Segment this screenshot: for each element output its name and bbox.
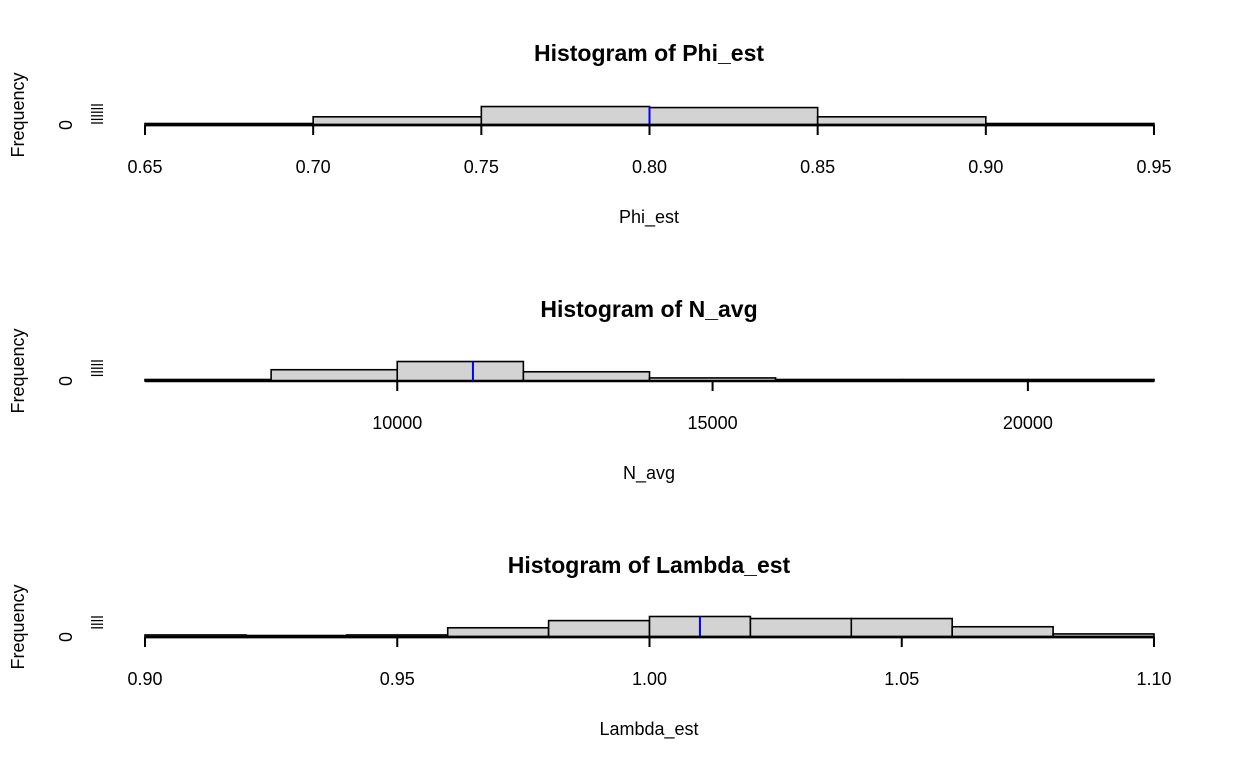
chart-title: Histogram of Lambda_est: [508, 552, 791, 578]
chart-title: Histogram of N_avg: [540, 296, 757, 322]
chart-title: Histogram of Phi_est: [534, 40, 764, 66]
x-tick-label: 10000: [372, 413, 422, 433]
histogram-panel-3: Histogram of Lambda_est Frequency 0 0.90 0.9…: [8, 552, 1172, 740]
x-tick-label: 1.05: [884, 669, 919, 689]
x-tick-label: 20000: [1003, 413, 1053, 433]
x-tick-label: 0.95: [1136, 157, 1171, 177]
histogram-bar: [480, 105, 651, 126]
histogram-bar: [396, 360, 525, 382]
x-tick-label: 1.10: [1136, 669, 1171, 689]
histogram-bar: [749, 617, 853, 638]
y-tick-label: 0: [56, 376, 76, 386]
x-tick-label: 0.90: [968, 157, 1003, 177]
y-axis-label: Frequency: [8, 584, 28, 669]
x-tick-label: 0.85: [800, 157, 835, 177]
x-tick-label: 0.70: [296, 157, 331, 177]
x-tick-label: 0.90: [127, 669, 162, 689]
histogram-panel-2: Histogram of N_avg Frequency 0 10000 15000 20…: [8, 296, 1155, 484]
histogram-bar: [446, 626, 550, 638]
y-tick-label: 0: [56, 632, 76, 642]
x-axis-label: Lambda_est: [599, 719, 698, 740]
histogram-bar: [850, 617, 953, 638]
histogram-bar: [270, 368, 399, 382]
x-tick-label: 0.95: [380, 669, 415, 689]
x-tick-label: 0.80: [632, 157, 667, 177]
histogram-panel-1: Histogram of Phi_est Frequency 0 0.65 0.70 0.…: [8, 40, 1172, 228]
x-tick-label: 15000: [688, 413, 738, 433]
x-axis-label: N_avg: [623, 463, 675, 484]
y-tick-label: 0: [56, 120, 76, 130]
y-axis-label: Frequency: [8, 72, 28, 157]
x-axis-label: Phi_est: [619, 207, 679, 228]
histogram-bar: [648, 106, 819, 126]
y-axis-label: Frequency: [8, 328, 28, 413]
histogram-bar: [522, 370, 651, 382]
histogram-bar: [547, 619, 651, 638]
x-tick-label: 0.65: [127, 157, 162, 177]
x-tick-label: 0.75: [464, 157, 499, 177]
histogram-bar: [951, 625, 1054, 638]
x-tick-label: 1.00: [632, 669, 667, 689]
